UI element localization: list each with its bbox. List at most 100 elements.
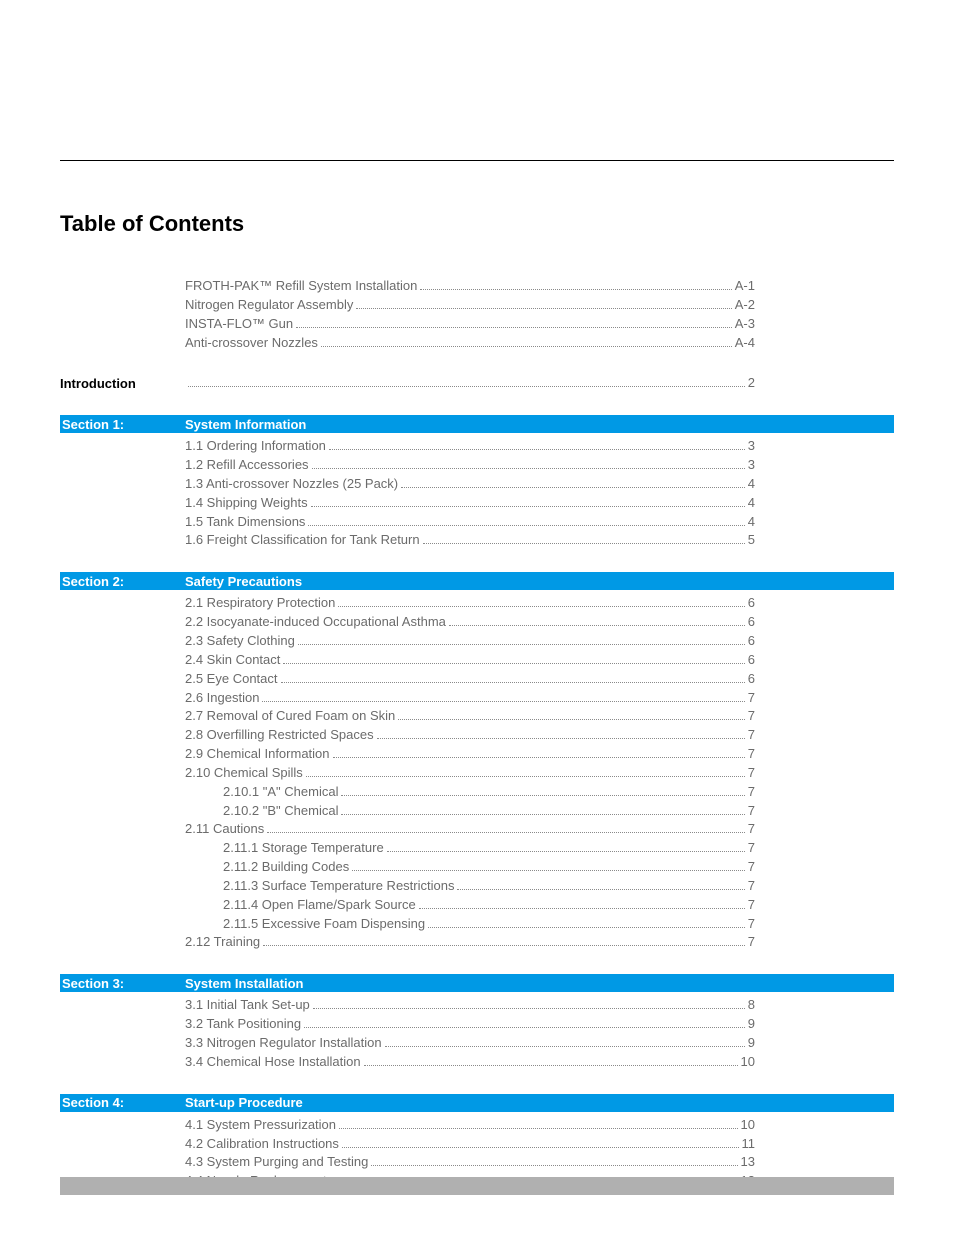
introduction-page: 2	[748, 374, 755, 393]
toc-entry: 2.11.1 Storage Temperature7	[185, 839, 755, 858]
section-label: Section 4:	[60, 1095, 185, 1110]
section-heading: System Information	[185, 417, 306, 432]
section-label-spacer	[60, 1116, 185, 1118]
dot-leader	[311, 506, 745, 507]
section-label: Section 1:	[60, 417, 185, 432]
entry-page: 7	[748, 726, 755, 745]
section-entries: 3.1 Initial Tank Set-up83.2 Tank Positio…	[185, 996, 894, 1071]
dot-leader	[298, 644, 745, 645]
entry-title: 2.3 Safety Clothing	[185, 632, 295, 651]
entry-page: A-1	[735, 277, 755, 296]
dot-leader	[377, 738, 745, 739]
entry-title: 1.1 Ordering Information	[185, 437, 326, 456]
entry-title: 2.1 Respiratory Protection	[185, 594, 335, 613]
dot-leader	[428, 927, 745, 928]
dot-leader	[387, 851, 745, 852]
dot-leader	[304, 1027, 745, 1028]
entry-title: 4.2 Calibration Instructions	[185, 1135, 339, 1154]
dot-leader	[352, 870, 745, 871]
dot-leader	[457, 889, 744, 890]
dot-leader	[296, 327, 732, 328]
toc-entry: 2.7 Removal of Cured Foam on Skin 7	[185, 707, 755, 726]
toc-entry: Nitrogen Regulator AssemblyA-2	[185, 296, 755, 315]
dot-leader	[333, 757, 745, 758]
sections-container: Section 1:System Information 1.1 Ordering…	[60, 415, 894, 1191]
entry-title: 1.5 Tank Dimensions	[185, 513, 305, 532]
dot-leader	[342, 1147, 739, 1148]
section-bar: Section 1:System Information	[60, 415, 894, 433]
section-label-spacer	[60, 437, 185, 439]
toc-entry: 3.3 Nitrogen Regulator Installation 9	[185, 1034, 755, 1053]
entry-page: 7	[748, 707, 755, 726]
preamble-list: FROTH-PAK™ Refill System Installation A-1…	[185, 277, 894, 352]
toc-entry: 3.4 Chemical Hose Installation 10	[185, 1053, 755, 1072]
entry-page: A-3	[735, 315, 755, 334]
entry-title: 2.5 Eye Contact	[185, 670, 278, 689]
toc-entry: 3.2 Tank Positioning 9	[185, 1015, 755, 1034]
section-bar: Section 2:Safety Precautions	[60, 572, 894, 590]
entry-title: 2.12 Training	[185, 933, 260, 952]
entry-title: 2.10 Chemical Spills	[185, 764, 303, 783]
introduction-block: Introduction 2	[60, 374, 894, 393]
section-heading: Safety Precautions	[185, 574, 302, 589]
entry-title: 3.4 Chemical Hose Installation	[185, 1053, 361, 1072]
section-label: Section 2:	[60, 574, 185, 589]
entry-title: 2.11.4 Open Flame/Spark Source	[223, 896, 416, 915]
dot-leader	[398, 719, 744, 720]
dot-leader	[420, 289, 731, 290]
dot-leader	[321, 346, 732, 347]
entry-page: 10	[741, 1053, 755, 1072]
entry-title: Nitrogen Regulator Assembly	[185, 296, 353, 315]
entry-page: 3	[748, 456, 755, 475]
entry-page: 9	[748, 1015, 755, 1034]
dot-leader	[312, 468, 745, 469]
entry-title: 2.11.5 Excessive Foam Dispensing	[223, 915, 425, 934]
entry-title: 2.7 Removal of Cured Foam on Skin	[185, 707, 395, 726]
entry-page: 10	[741, 1116, 755, 1135]
introduction-entry: 2	[185, 374, 755, 393]
section-heading: Start-up Procedure	[185, 1095, 303, 1110]
footer-bar	[60, 1177, 894, 1195]
dot-leader	[338, 606, 744, 607]
entry-page: 11	[742, 1135, 756, 1154]
entry-title: 3.2 Tank Positioning	[185, 1015, 301, 1034]
toc-entry: 2.11.2 Building Codes7	[185, 858, 755, 877]
toc-entry: 2.10.2 "B" Chemical7	[185, 802, 755, 821]
toc-entry: 1.6 Freight Classification for Tank Retu…	[185, 531, 755, 550]
entry-page: 6	[748, 594, 755, 613]
toc-entry: INSTA-FLO™ GunA-3	[185, 315, 755, 334]
entry-page: 13	[741, 1153, 755, 1172]
toc-entry: 2.8 Overfilling Restricted Spaces7	[185, 726, 755, 745]
section-entries: 1.1 Ordering Information31.2 Refill Acce…	[185, 437, 894, 550]
entry-title: 2.9 Chemical Information	[185, 745, 330, 764]
dot-leader	[371, 1165, 737, 1166]
entry-page: 7	[748, 764, 755, 783]
entry-page: A-4	[735, 334, 755, 353]
entry-page: 7	[748, 933, 755, 952]
entry-title: 2.11.3 Surface Temperature Restrictions	[223, 877, 454, 896]
dot-leader	[281, 682, 745, 683]
entry-title: FROTH-PAK™ Refill System Installation	[185, 277, 417, 296]
toc-entry: 2.4 Skin Contact6	[185, 651, 755, 670]
toc-entry: Anti-crossover NozzlesA-4	[185, 334, 755, 353]
toc-entry: 1.3 Anti-crossover Nozzles (25 Pack)4	[185, 475, 755, 494]
entry-title: 1.4 Shipping Weights	[185, 494, 308, 513]
toc-entry: 2.5 Eye Contact6	[185, 670, 755, 689]
entry-page: 7	[748, 877, 755, 896]
entry-title: 4.1 System Pressurization	[185, 1116, 336, 1135]
page: Table of Contents FROTH-PAK™ Refill Syst…	[0, 0, 954, 1191]
section-bar: Section 4:Start-up Procedure	[60, 1094, 894, 1112]
dot-leader	[356, 308, 731, 309]
toc-entry: 4.2 Calibration Instructions 11	[185, 1135, 755, 1154]
toc-entry: 2.6 Ingestion7	[185, 689, 755, 708]
toc-entry: 2.11.4 Open Flame/Spark Source7	[185, 896, 755, 915]
entry-page: 7	[748, 820, 755, 839]
dot-leader	[341, 814, 744, 815]
entry-page: 9	[748, 1034, 755, 1053]
toc-entry: 1.4 Shipping Weights4	[185, 494, 755, 513]
entry-title: 2.11.1 Storage Temperature	[223, 839, 384, 858]
entry-page: 7	[748, 802, 755, 821]
dot-leader	[262, 701, 744, 702]
dot-leader	[364, 1065, 738, 1066]
entry-page: 6	[748, 613, 755, 632]
